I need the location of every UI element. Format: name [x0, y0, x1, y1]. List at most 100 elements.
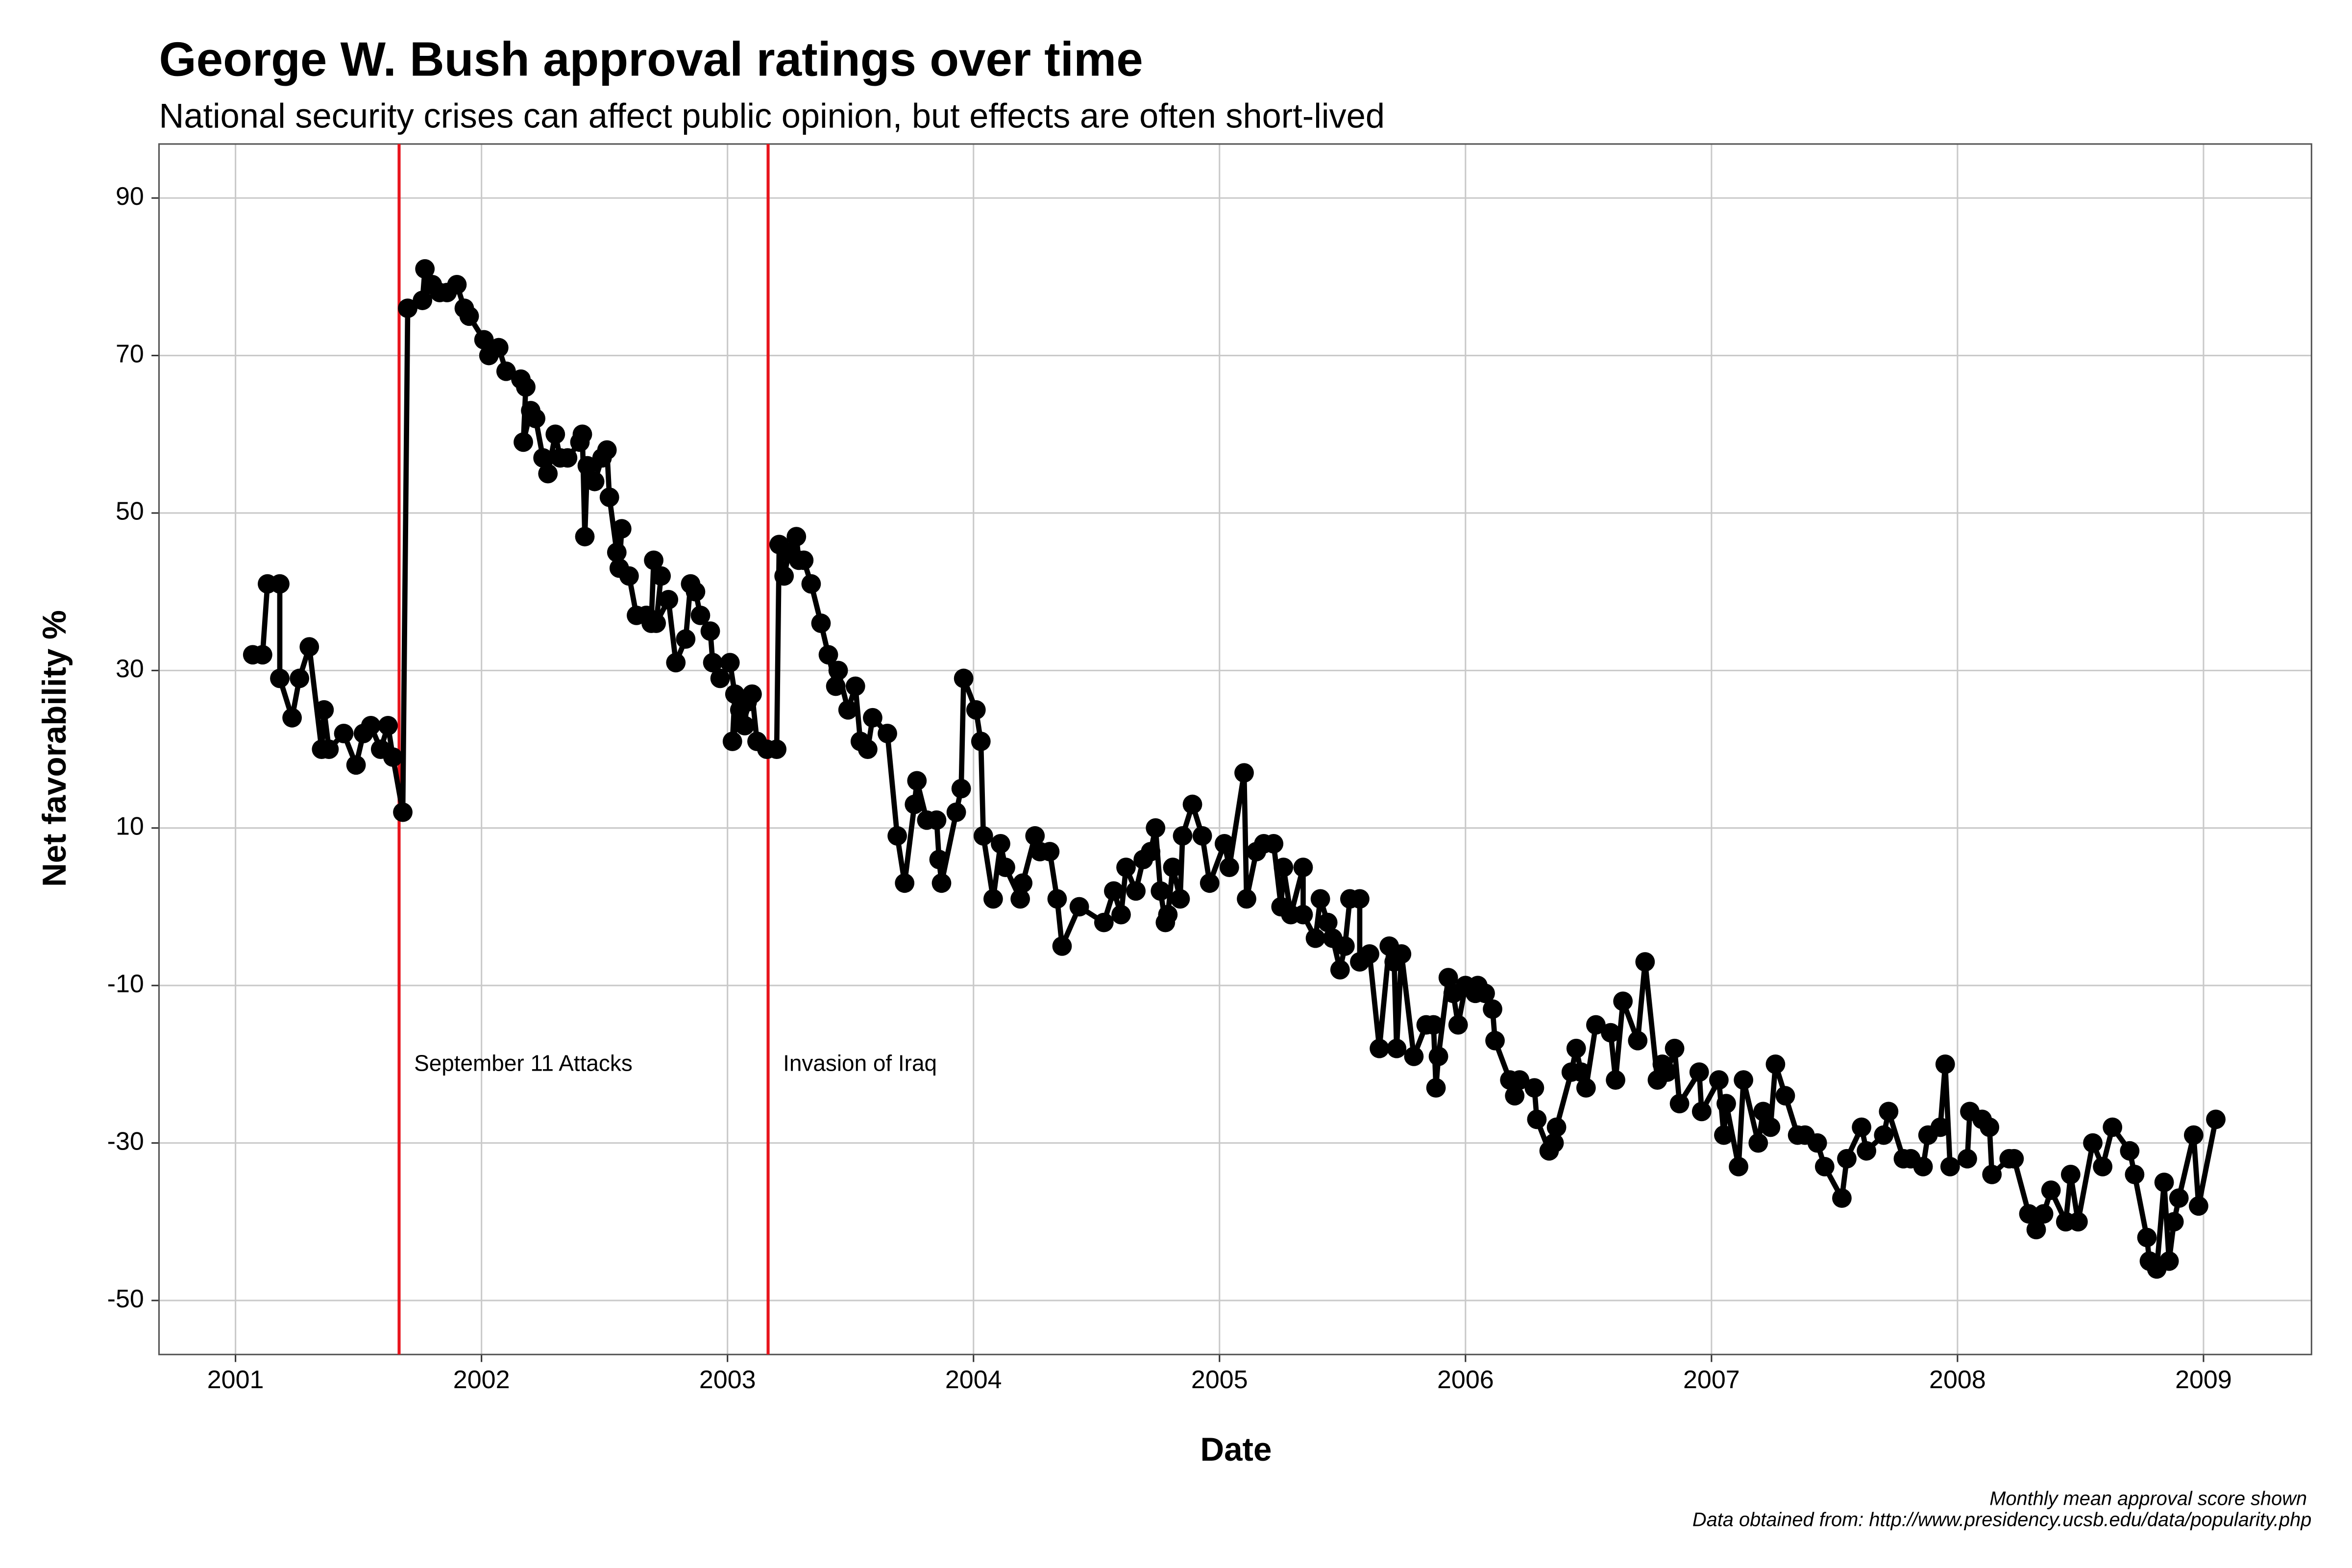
- x-axis-title: Date: [1200, 1431, 1272, 1468]
- data-point: [1158, 905, 1178, 925]
- data-point: [1274, 858, 1294, 878]
- data-point: [1546, 1117, 1567, 1137]
- data-point: [1192, 826, 1212, 846]
- data-point: [720, 653, 740, 673]
- data-point: [1566, 1038, 1586, 1058]
- data-point: [2019, 1204, 2039, 1224]
- data-point: [1094, 912, 1114, 932]
- data-point: [1387, 1038, 1407, 1058]
- data-point: [1628, 1030, 1648, 1051]
- data-point: [996, 858, 1015, 878]
- data-point: [686, 582, 706, 602]
- data-point: [1734, 1070, 1754, 1090]
- data-point: [346, 755, 366, 775]
- data-point: [1832, 1188, 1852, 1208]
- data-point: [1510, 1070, 1530, 1090]
- data-point: [1052, 936, 1072, 956]
- data-point: [2103, 1117, 2123, 1137]
- data-point: [393, 802, 413, 822]
- data-point: [545, 424, 565, 444]
- data-point: [1404, 1046, 1424, 1066]
- data-point: [774, 566, 794, 586]
- data-point: [1748, 1133, 1768, 1153]
- data-point: [533, 448, 553, 468]
- data-point: [1111, 905, 1131, 925]
- plot-border: [158, 143, 2312, 1355]
- data-point: [973, 826, 993, 846]
- data-point: [2068, 1212, 2088, 1232]
- data-point: [2041, 1180, 2061, 1200]
- data-point: [811, 613, 831, 633]
- data-point: [710, 668, 730, 688]
- data-point: [577, 456, 597, 476]
- data-point: [905, 794, 925, 814]
- data-point: [1753, 1102, 1773, 1122]
- data-point: [1814, 1156, 1835, 1176]
- y-tick-label: -50: [107, 1285, 144, 1313]
- data-point: [2034, 1204, 2054, 1224]
- data-point: [619, 566, 639, 586]
- data-point: [1350, 889, 1370, 909]
- data-point: [1126, 881, 1146, 901]
- data-point: [946, 802, 966, 822]
- data-point: [1370, 1038, 1390, 1058]
- data-point: [1234, 763, 1254, 783]
- data-point: [514, 432, 533, 452]
- data-point: [828, 661, 848, 681]
- data-point: [2206, 1109, 2226, 1129]
- data-point: [1505, 1086, 1525, 1106]
- data-point: [1141, 842, 1161, 861]
- data-point: [1935, 1054, 1955, 1074]
- data-point: [1930, 1117, 1950, 1137]
- data-point: [786, 527, 807, 547]
- y-tick-label: -10: [107, 970, 144, 998]
- data-point: [1571, 1062, 1591, 1082]
- data-point: [1069, 897, 1089, 917]
- chart-title: George W. Bush approval ratings over tim…: [159, 32, 1143, 86]
- y-tick-label: 10: [116, 812, 144, 841]
- data-point: [1293, 905, 1313, 925]
- data-point: [1729, 1156, 1748, 1176]
- data-point: [2093, 1156, 2113, 1176]
- data-point: [2159, 1251, 2179, 1271]
- data-point: [1392, 944, 1412, 964]
- data-point: [1576, 1078, 1596, 1098]
- data-point: [951, 779, 971, 799]
- data-point: [1544, 1133, 1564, 1153]
- event-label: Invasion of Iraq: [783, 1051, 937, 1076]
- data-point: [1360, 944, 1379, 964]
- data-point: [597, 440, 617, 460]
- data-point: [1173, 826, 1193, 846]
- y-tick-label: 90: [116, 182, 144, 211]
- data-point: [1709, 1070, 1729, 1090]
- data-point: [1874, 1125, 1894, 1145]
- data-point: [1013, 873, 1033, 893]
- data-point: [1483, 999, 1502, 1019]
- data-point: [1163, 858, 1183, 878]
- y-tick-label: 30: [116, 655, 144, 683]
- data-point: [651, 566, 671, 586]
- data-point: [1010, 889, 1030, 909]
- data-point: [767, 739, 787, 759]
- data-point: [290, 668, 310, 688]
- data-point: [1714, 1125, 1734, 1145]
- data-point: [1606, 1070, 1625, 1090]
- data-point: [2189, 1196, 2208, 1216]
- data-point: [1601, 1023, 1620, 1043]
- data-point: [676, 629, 696, 649]
- data-point: [1151, 881, 1171, 901]
- data-point: [735, 715, 755, 735]
- data-point: [1047, 889, 1067, 909]
- data-point: [1214, 834, 1234, 854]
- x-tick-label: 2004: [945, 1366, 1002, 1394]
- data-point: [2026, 1220, 2046, 1240]
- data-point: [1775, 1086, 1795, 1106]
- data-point: [1293, 858, 1313, 878]
- data-point: [516, 377, 536, 397]
- x-tick-label: 2006: [1437, 1366, 1494, 1394]
- x-tick-label: 2009: [2175, 1366, 2232, 1394]
- data-point: [538, 464, 558, 484]
- data-point: [2154, 1173, 2174, 1192]
- data-point: [931, 873, 952, 893]
